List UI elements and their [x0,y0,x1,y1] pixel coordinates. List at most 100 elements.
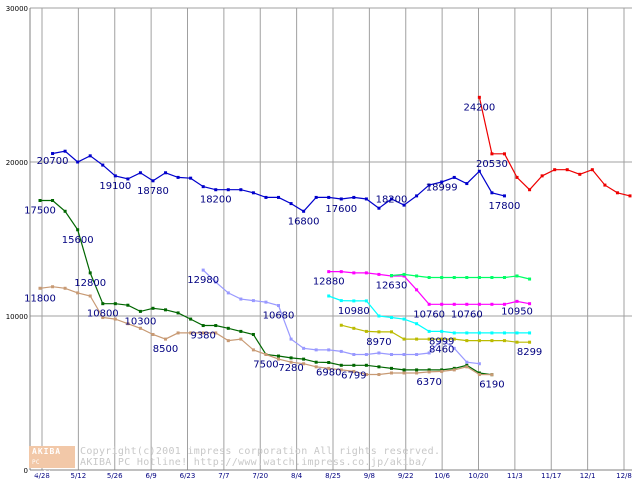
data-point [277,357,281,361]
data-point [477,95,481,99]
copyright-line: Copyright(c)2001 impress corporation All… [80,446,441,457]
data-point [289,337,293,341]
data-point [615,191,619,195]
data-point [339,323,343,327]
data-point [502,152,506,156]
data-label: 12800 [74,278,106,289]
data-point [151,306,155,310]
data-point [302,357,306,361]
data-point [402,371,406,375]
data-label: 19100 [99,181,131,192]
data-point [440,329,444,333]
data-point [126,177,130,181]
data-label: 8299 [517,347,542,358]
data-point [364,197,368,201]
data-point [389,330,393,334]
data-point [251,332,255,336]
data-point [327,270,331,274]
data-point [528,331,532,335]
data-point [364,363,368,367]
data-point [176,175,180,179]
data-label: 18200 [376,195,408,206]
data-point [402,203,406,207]
data-point [314,365,318,369]
data-point [113,317,117,321]
data-point [415,288,419,292]
data-point [352,271,356,275]
data-point [277,354,281,358]
data-point [339,270,343,274]
series-7 [327,294,532,335]
data-point [490,191,494,195]
data-label: 8460 [429,345,454,356]
data-point [515,299,519,303]
data-point [327,366,331,370]
data-point [138,309,142,313]
data-point [427,337,431,341]
data-point [164,337,168,341]
data-point [452,276,456,279]
data-point [239,188,243,192]
logo-text-top: AKIBA [32,447,62,456]
data-point [440,337,444,341]
data-point [377,206,381,210]
data-point [201,324,205,328]
data-point [251,191,255,195]
data-point [126,303,130,307]
data-point [264,195,268,199]
data-point [264,300,268,304]
data-point [327,361,331,365]
y-tick-label: 30000 [6,5,28,13]
data-point [189,317,193,321]
data-point [164,171,168,175]
data-point [415,274,419,278]
data-point [465,365,469,369]
chart-grid [30,7,632,471]
x-tick-label: 8/25 [325,472,341,480]
data-point [465,363,469,367]
data-point [251,299,255,303]
x-tick-label: 8/4 [291,472,303,480]
data-point [101,302,105,306]
data-point [502,276,506,279]
data-label: 20530 [476,159,508,170]
data-point [63,286,67,290]
data-label: 10760 [451,309,483,320]
data-label: 12880 [313,277,345,288]
data-point [465,331,469,335]
data-point [427,368,431,372]
data-point [452,331,456,335]
data-label: 12630 [376,280,408,291]
data-point [540,174,544,178]
data-point [415,368,419,372]
data-point [51,285,55,289]
data-point [528,188,532,192]
data-point [176,311,180,315]
data-point [415,371,419,375]
data-point [226,291,230,295]
series-9 [389,272,532,281]
data-point [377,330,381,334]
data-point [38,199,42,202]
data-label: 8500 [153,344,178,355]
series-6 [327,270,532,306]
data-point [477,362,481,366]
data-label: 6190 [479,380,504,391]
data-label: 10760 [413,309,445,320]
data-point [389,371,393,375]
data-point [477,339,481,343]
data-point [201,185,205,189]
data-point [515,340,519,344]
data-point [88,294,92,298]
x-tick-label: 4/28 [34,472,50,480]
data-point [377,365,381,369]
data-point [415,337,419,341]
data-point [477,373,481,377]
data-label: 6980 [316,368,341,379]
data-point [515,274,519,278]
data-point [402,337,406,341]
x-tick-label: 6/9 [145,472,156,480]
data-point [628,194,632,198]
x-tick-label: 7/20 [252,472,268,480]
